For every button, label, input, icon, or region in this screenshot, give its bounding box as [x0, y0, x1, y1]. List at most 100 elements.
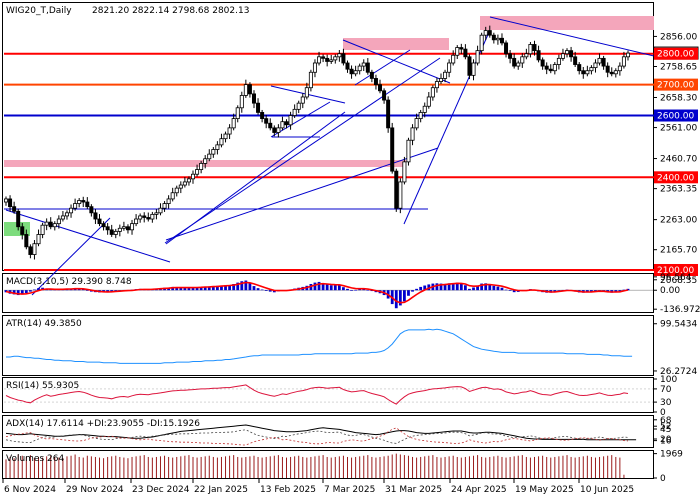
candle-body: [142, 215, 147, 218]
time-axis: 6 Nov 2024 29 Nov 2024 23 Dec 2024 22 Jan 2…: [2, 479, 634, 495]
candle-body: [215, 144, 220, 150]
time-tick-label: 29 Nov 2024: [66, 485, 124, 495]
candle-body: [357, 65, 362, 72]
macd-bar: [512, 290, 516, 293]
axis-tick-label: 20: [660, 435, 672, 445]
macd-bar: [476, 285, 479, 291]
candle-body: [268, 122, 273, 129]
level-tag: [654, 78, 698, 91]
macd-panel-frame: [2, 273, 654, 313]
macd-bar: [171, 286, 175, 291]
candle-body: [231, 118, 236, 129]
price-tick-label: 2363.35: [660, 185, 697, 195]
candle-body: [621, 56, 626, 67]
axis-tick-label: 0: [660, 474, 666, 484]
macd-bar: [626, 288, 630, 291]
candle-body: [44, 221, 49, 226]
macd-bar: [423, 285, 427, 291]
macd-bar: [37, 288, 40, 291]
candle-body: [373, 78, 378, 86]
candle-body: [174, 187, 179, 194]
macd-bar: [492, 285, 496, 291]
candle-body: [540, 59, 545, 67]
macd-bar: [333, 285, 337, 291]
price-tick-label: 2561.00: [660, 124, 697, 134]
macd-bar: [398, 290, 402, 306]
macd-bar: [325, 284, 329, 291]
candle-body: [406, 139, 411, 163]
candle-body: [544, 65, 549, 70]
candle-body: [170, 192, 175, 200]
macd-bar: [488, 284, 492, 291]
trend-line: [354, 49, 411, 86]
axis-tick-label: 99.5434: [660, 320, 697, 330]
candle-body: [276, 127, 281, 133]
candle-body: [207, 153, 212, 160]
candles: [4, 25, 631, 260]
candle-body: [321, 56, 326, 59]
adx-title: ADX(14) 17.6114 +DI:23.9055 -DI:15.1926: [6, 419, 200, 429]
candle-body: [459, 47, 464, 50]
candle-body: [36, 234, 41, 245]
macd-bar: [419, 286, 423, 291]
candle-body: [150, 213, 155, 220]
macd-panel: 96.564 0.00 -136.972: [4, 273, 700, 315]
macd-bar: [346, 288, 349, 291]
candle-body: [186, 178, 191, 183]
candle-body: [601, 57, 606, 67]
candle-body: [418, 112, 423, 120]
macd-title: MACD(3,10,5) 29.390 8.748: [6, 277, 132, 287]
horizontal-levels: [4, 52, 654, 271]
candle-body: [81, 200, 86, 203]
atr-panel: 99.5434 26.2724: [6, 320, 697, 377]
candle-body: [552, 64, 557, 72]
candle-body: [597, 57, 602, 64]
macd-bar: [183, 287, 187, 291]
candle-body: [434, 81, 439, 89]
macd-bar: [252, 286, 256, 291]
candle-body: [589, 67, 594, 72]
candle-body: [593, 62, 598, 69]
trend-line: [5, 209, 171, 263]
candle-body: [504, 42, 509, 55]
candle-body: [508, 53, 513, 59]
macd-bar: [203, 286, 207, 291]
macd-bar: [114, 290, 118, 292]
time-tick-label: 22 Jan 2025: [194, 485, 248, 495]
candle-body: [105, 226, 110, 231]
candle-body: [536, 50, 541, 61]
axis-tick-label: 52: [660, 422, 671, 432]
macd-bar: [260, 289, 264, 291]
level-tags: 2800.00 2700.00 2600.00 2400.00 2100.00: [654, 47, 698, 276]
axis-tick-label: 100: [660, 375, 677, 385]
macd-bar: [268, 290, 272, 292]
axis-tick-label: 30: [660, 398, 672, 408]
adx-panel-frame: [2, 415, 654, 448]
candle-body: [77, 200, 82, 204]
candle-body: [125, 226, 130, 231]
macd-bar: [435, 283, 439, 291]
axis-tick-label: 26.2724: [660, 367, 697, 377]
time-tick-label: 19 May 2025: [515, 485, 574, 495]
candle-body: [130, 223, 135, 231]
panel-frames: [2, 2, 654, 479]
macd-bar: [215, 285, 219, 291]
candle-body: [32, 243, 37, 255]
level-tag-text: 2800.00: [657, 50, 694, 60]
candle-body: [12, 206, 17, 212]
trend-line: [164, 57, 441, 244]
candle-body: [40, 224, 45, 235]
macd-bar: [211, 286, 215, 291]
ohlc-readout: 2821.20 2822.14 2798.68 2802.13: [92, 6, 249, 16]
candle-body: [353, 70, 358, 75]
rsi-line: [5, 384, 629, 405]
candle-body: [390, 127, 395, 172]
macd-bar: [403, 290, 406, 302]
candle-body: [483, 30, 488, 36]
candle-body: [8, 198, 13, 208]
candle-body: [438, 78, 443, 82]
level-tag: [654, 171, 698, 184]
axis-tick-label: 45: [660, 425, 671, 435]
candle-body: [548, 68, 553, 72]
candle-body: [48, 221, 53, 228]
